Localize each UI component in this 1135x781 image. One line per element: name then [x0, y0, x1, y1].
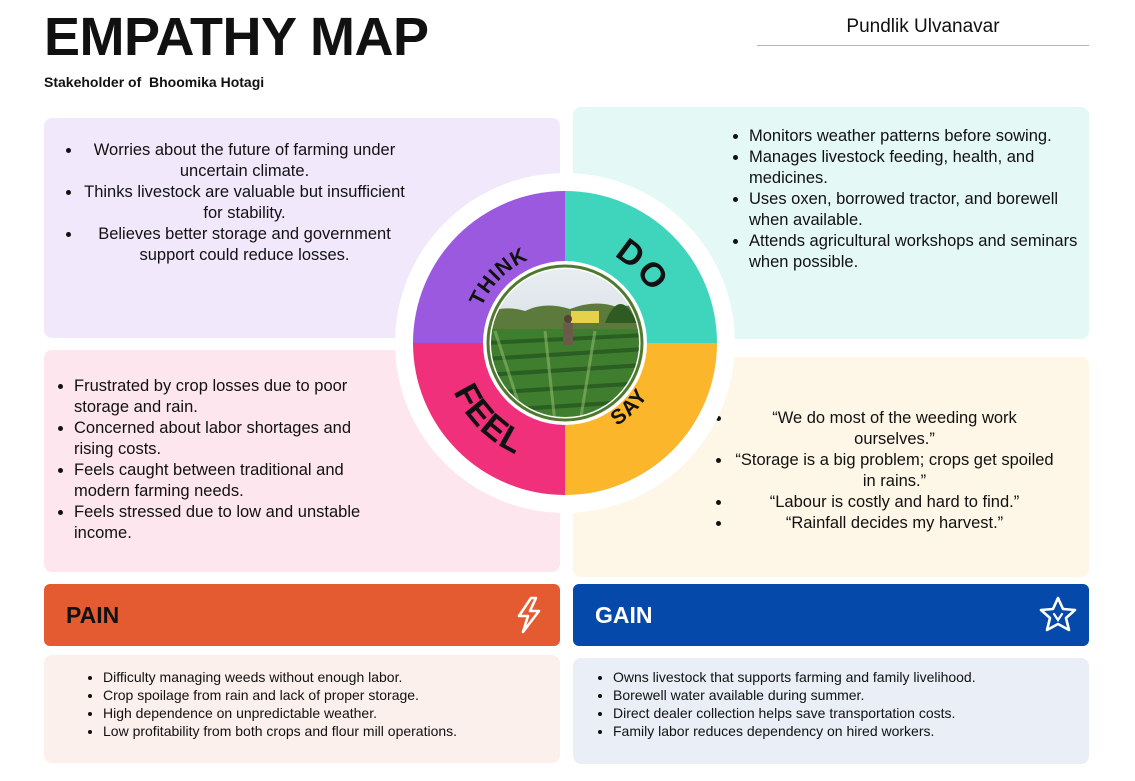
do-item: Monitors weather patterns before sowing. [749, 126, 1084, 147]
feel-item: Concerned about labor shortages and risi… [74, 418, 384, 460]
pain-item: Low profitability from both crops and fl… [103, 722, 545, 740]
author-name: Pundlik Ulvanavar [846, 16, 1000, 37]
say-item: “Storage is a big problem; crops get spo… [732, 450, 1057, 492]
think-item: Worries about the future of farming unde… [82, 140, 407, 182]
say-list: “We do most of the weeding work ourselve… [712, 408, 1057, 534]
gain-item: Direct dealer collection helps save tran… [613, 704, 1075, 722]
pain-list: Difficulty managing weeds without enough… [85, 668, 545, 740]
do-list: Monitors weather patterns before sowing.… [729, 126, 1084, 273]
feel-item: Frustrated by crop losses due to poor st… [74, 376, 384, 418]
gain-header: GAIN [573, 584, 1089, 646]
pain-header: PAIN [44, 584, 560, 646]
gain-item: Family labor reduces dependency on hired… [613, 722, 1075, 740]
feel-item: Feels caught between traditional and mod… [74, 460, 384, 502]
pain-panel [44, 655, 560, 763]
pain-label: PAIN [66, 602, 120, 628]
say-item: “Labour is costly and hard to find.” [732, 492, 1057, 513]
think-item: Believes better storage and government s… [82, 224, 407, 266]
pain-item: Crop spoilage from rain and lack of prop… [103, 686, 545, 704]
author-underline [757, 45, 1089, 46]
pain-item: Difficulty managing weeds without enough… [103, 668, 545, 686]
gain-panel [573, 658, 1089, 764]
gain-list: Owns livestock that supports farming and… [595, 668, 1075, 740]
gain-item: Borewell water available during summer. [613, 686, 1075, 704]
think-list: Worries about the future of farming unde… [62, 140, 407, 266]
empathy-wheel: THINK DO FEEL SAY [395, 173, 735, 513]
think-item: Thinks livestock are valuable but insuff… [82, 182, 407, 224]
empathy-wheel-graphic: THINK DO FEEL SAY [395, 173, 735, 513]
do-item: Attends agricultural workshops and semin… [749, 231, 1084, 273]
say-item: “Rainfall decides my harvest.” [732, 513, 1057, 534]
gain-label: GAIN [595, 602, 653, 628]
feel-item: Feels stressed due to low and unstable i… [74, 502, 384, 544]
star-icon [1039, 596, 1077, 632]
photo-border [486, 264, 644, 422]
stakeholder-subtitle: Stakeholder of Bhoomika Hotagi [44, 74, 265, 90]
do-item: Uses oxen, borrowed tractor, and borewel… [749, 189, 1084, 231]
feel-list: Frustrated by crop losses due to poor st… [54, 376, 384, 544]
gain-item: Owns livestock that supports farming and… [613, 668, 1075, 686]
do-item: Manages livestock feeding, health, and m… [749, 147, 1084, 189]
pain-item: High dependence on unpredictable weather… [103, 704, 545, 722]
page-title: EMPATHY MAP [44, 7, 429, 67]
lightning-bolt-icon [517, 596, 541, 634]
say-item: “We do most of the weeding work ourselve… [732, 408, 1057, 450]
